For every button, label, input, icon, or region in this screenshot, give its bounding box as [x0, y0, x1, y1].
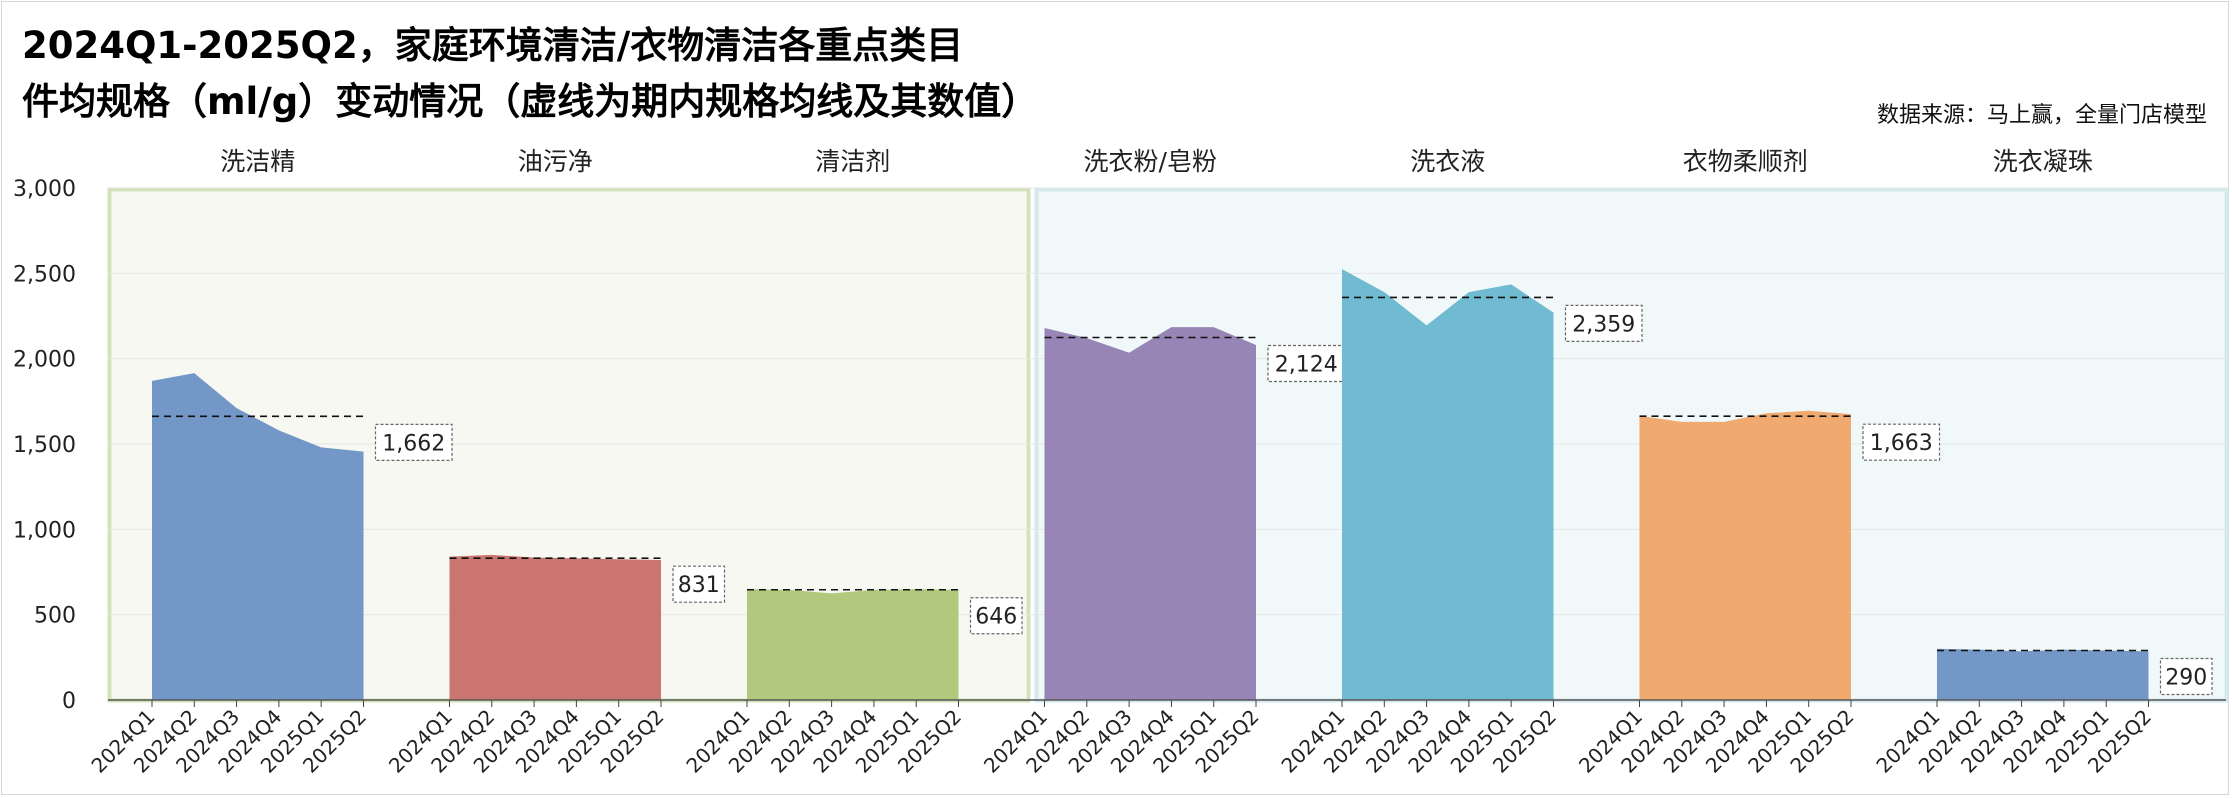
avg-label-box-5 [1564, 304, 1643, 342]
y-tick-label: 500 [34, 604, 76, 629]
y-tick-label: 1,000 [13, 518, 76, 543]
avg-label-box-4 [1267, 344, 1346, 383]
avg-label-2: 831 [678, 573, 720, 598]
avg-label-box-1 [374, 423, 453, 461]
avg-label-1: 1,662 [382, 431, 445, 456]
title-line-1: 2024Q1-2025Q2，家庭环境清洁/衣物清洁各重点类目 [22, 24, 964, 67]
title-line-2: 件均规格（ml/g）变动情况（虚线为期内规格均线及其数值） [22, 80, 1039, 123]
avg-label-4: 2,124 [1275, 353, 1338, 378]
y-tick-label: 2,000 [13, 348, 76, 373]
avg-label-box-6 [1862, 423, 1941, 461]
area-5 [1342, 269, 1554, 700]
category-label-6: 衣物柔顺剂 [1683, 147, 1808, 176]
area-2 [449, 554, 661, 700]
avg-label-box-7 [2159, 657, 2213, 696]
category-label-4: 洗衣粉/皂粉 [1084, 147, 1217, 176]
avg-label-6: 1,663 [1870, 431, 1933, 456]
area-1 [152, 373, 364, 700]
source-note: 数据来源：马上赢，全量门店模型 [1876, 103, 2207, 128]
area-4 [1044, 327, 1256, 700]
category-label-7: 洗衣凝珠 [1993, 147, 2093, 176]
avg-label-7: 290 [2165, 666, 2207, 691]
avg-label-box-3 [969, 597, 1023, 635]
y-tick-label: 0 [62, 689, 76, 714]
avg-label-box-2 [672, 565, 726, 603]
category-label-1: 洗洁精 [220, 147, 295, 176]
area-6 [1639, 410, 1851, 700]
y-tick-label: 1,500 [13, 433, 76, 458]
area-3 [747, 589, 959, 700]
category-label-3: 清洁剂 [815, 147, 890, 176]
area-7 [1937, 648, 2149, 700]
avg-label-5: 2,359 [1572, 312, 1635, 337]
y-tick-label: 3,000 [13, 177, 76, 202]
y-tick-label: 2,500 [13, 262, 76, 287]
avg-label-3: 646 [975, 605, 1017, 630]
category-label-2: 油污净 [518, 147, 593, 176]
category-label-5: 洗衣液 [1410, 147, 1485, 176]
chart-title: 2024Q1-2025Q2，家庭环境清洁/衣物清洁各重点类目 件均规格（ml/g… [22, 18, 1038, 130]
